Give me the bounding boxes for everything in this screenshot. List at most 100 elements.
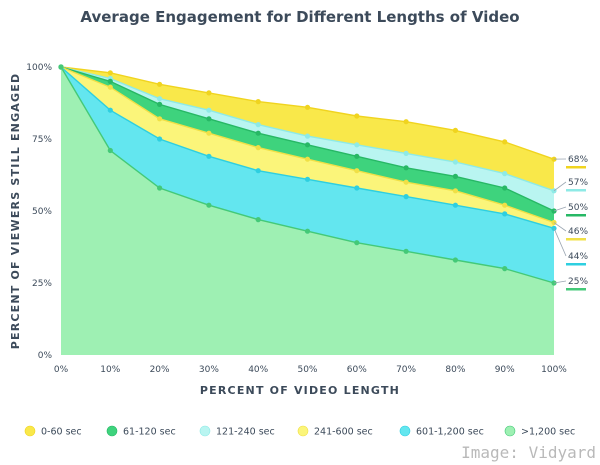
point-241-600-sec-70 xyxy=(403,179,409,185)
x-tick-label: 20% xyxy=(150,365,170,375)
point-601-1-200-sec-80 xyxy=(452,202,458,208)
point-241-600-sec-10 xyxy=(107,84,113,90)
point-61-120-sec-20 xyxy=(157,101,163,107)
point-601-1-200-sec-40 xyxy=(255,168,261,174)
point-241-600-sec-50 xyxy=(304,156,311,162)
point-61-120-sec-80 xyxy=(452,173,458,179)
x-tick-label: 60% xyxy=(347,365,367,375)
legend-swatch-241-600-sec xyxy=(297,425,309,437)
point-0-60-sec-90 xyxy=(502,139,508,145)
point-601-1-200-sec-20 xyxy=(157,136,163,142)
point-241-600-sec-90 xyxy=(502,202,508,208)
end-label-underline xyxy=(566,263,586,266)
end-label-61-120-sec: 50% xyxy=(568,203,588,213)
point-0-60-sec-100 xyxy=(551,156,557,162)
area-1-200-sec xyxy=(61,67,554,355)
legend: 0-60 sec 61-120 sec 121-240 sec 241-600 sec… xyxy=(24,425,575,438)
point-1-200-sec-20 xyxy=(157,185,163,191)
point-121-240-sec-60 xyxy=(354,142,360,148)
y-tick-labels: 0% 25% 50% 75% 100% xyxy=(26,63,52,361)
point-601-1-200-sec-90 xyxy=(502,211,508,217)
legend-swatch-61-120-sec xyxy=(106,425,118,437)
point-121-240-sec-20 xyxy=(157,96,163,102)
point-0-60-sec-80 xyxy=(452,127,458,133)
watermark: Image: Vidyard xyxy=(461,443,596,462)
point-241-600-sec-60 xyxy=(354,168,360,174)
y-tick-label: 100% xyxy=(26,63,52,73)
legend-label-241-600-sec: 241-600 sec xyxy=(314,427,373,438)
legend-swatch-121-240-sec xyxy=(199,425,211,437)
point-1-200-sec-60 xyxy=(354,240,360,246)
end-label-underline xyxy=(566,238,586,241)
point-61-120-sec-70 xyxy=(403,165,409,171)
point-61-120-sec-40 xyxy=(255,130,261,136)
point-121-240-sec-50 xyxy=(304,133,311,139)
point-1-200-sec-40 xyxy=(255,217,261,223)
point-121-240-sec-90 xyxy=(502,171,508,177)
point-1-200-sec-10 xyxy=(107,147,113,154)
x-tick-label: 0% xyxy=(54,365,69,375)
end-label-leader xyxy=(553,181,567,192)
point-241-600-sec-20 xyxy=(157,116,163,122)
legend-swatch-601-1-200-sec xyxy=(399,425,411,437)
point-601-1-200-sec-30 xyxy=(206,153,212,159)
end-label-1-200-sec: 25% xyxy=(568,277,588,287)
end-label-601-1-200-sec: 44% xyxy=(568,252,588,262)
point-0-60-sec-70 xyxy=(403,119,409,125)
point-1-200-sec-50 xyxy=(304,228,311,234)
point-61-120-sec-60 xyxy=(354,153,360,159)
point-121-240-sec-80 xyxy=(452,159,458,165)
x-tick-label: 80% xyxy=(445,365,465,375)
x-tick-label: 50% xyxy=(297,365,317,375)
end-labels: 68% 57% 50% 46% 44% 25% xyxy=(553,155,588,291)
point-1-200-sec-90 xyxy=(502,266,508,272)
point-61-120-sec-90 xyxy=(502,185,508,191)
end-label-underline xyxy=(566,214,586,217)
point-1-200-sec-0 xyxy=(58,64,64,70)
point-121-240-sec-40 xyxy=(255,122,261,128)
end-label-underline xyxy=(566,288,586,291)
end-label-underline xyxy=(566,166,586,169)
point-241-600-sec-100 xyxy=(551,219,557,226)
x-tick-labels: 0% 10% 20% 30% 40% 50% 60% 70% 80% 90% 100% xyxy=(54,365,567,375)
point-61-120-sec-50 xyxy=(304,142,311,148)
point-0-60-sec-50 xyxy=(304,104,311,110)
legend-swatch-0-60-sec xyxy=(24,425,36,437)
y-tick-label: 50% xyxy=(32,207,52,217)
point-601-1-200-sec-10 xyxy=(107,107,113,113)
point-1-200-sec-30 xyxy=(206,202,212,208)
legend-label-601-1-200-sec: 601-1,200 sec xyxy=(416,427,484,438)
chart-title: Average Engagement for Different Lengths… xyxy=(80,8,519,26)
legend-label-61-120-sec: 61-120 sec xyxy=(123,427,176,438)
end-label-leader xyxy=(553,206,567,212)
point-121-240-sec-30 xyxy=(206,107,212,113)
point-1-200-sec-80 xyxy=(452,257,458,263)
x-tick-label: 90% xyxy=(495,365,515,375)
point-0-60-sec-60 xyxy=(354,113,360,119)
point-601-1-200-sec-60 xyxy=(354,185,360,191)
x-axis-title: PERCENT OF VIDEO LENGTH xyxy=(200,384,400,397)
point-601-1-200-sec-50 xyxy=(304,176,311,182)
point-241-600-sec-40 xyxy=(255,145,261,151)
point-241-600-sec-80 xyxy=(452,188,458,194)
end-label-leader xyxy=(553,222,567,232)
legend-swatch-1-200-sec xyxy=(504,425,516,437)
point-0-60-sec-10 xyxy=(107,70,113,76)
y-tick-label: 75% xyxy=(32,135,52,145)
end-label-leader xyxy=(553,280,567,284)
end-label-0-60-sec: 68% xyxy=(568,155,588,165)
point-1-200-sec-70 xyxy=(403,248,409,254)
end-label-241-600-sec: 46% xyxy=(568,227,588,237)
point-61-120-sec-10 xyxy=(107,78,113,84)
legend-label-121-240-sec: 121-240 sec xyxy=(216,427,275,438)
point-121-240-sec-70 xyxy=(403,150,409,156)
y-tick-label: 0% xyxy=(38,351,53,361)
point-0-60-sec-20 xyxy=(157,81,163,87)
legend-label-0-60-sec: 0-60 sec xyxy=(41,427,82,438)
point-241-600-sec-30 xyxy=(206,130,212,136)
y-axis-title: PERCENT OF VIEWERS STILL ENGAGED xyxy=(9,73,22,350)
x-tick-label: 70% xyxy=(396,365,416,375)
y-tick-label: 25% xyxy=(32,279,52,289)
